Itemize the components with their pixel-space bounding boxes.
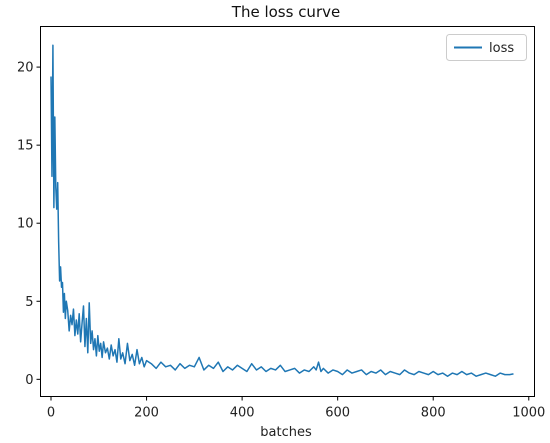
x-tick-label: 200	[134, 406, 159, 421]
y-tick-label: 15	[17, 139, 34, 154]
x-tick-label: 1000	[512, 406, 545, 421]
x-axis-label: batches	[260, 425, 312, 440]
y-axis-ticks: 0 5 10 15 20	[17, 61, 41, 388]
legend-label-loss: loss	[489, 41, 514, 56]
y-tick-label: 20	[17, 61, 34, 76]
plot-frame	[40, 26, 535, 397]
y-tick-label: 0	[25, 373, 33, 388]
y-tick-label: 10	[17, 217, 34, 232]
chart-title: The loss curve	[231, 3, 340, 21]
x-axis-ticks: 0 200 400 600 800 1000	[47, 396, 545, 421]
series-line-loss	[50, 44, 514, 377]
x-tick-label: 400	[230, 406, 255, 421]
x-tick-label: 800	[421, 406, 446, 421]
y-tick-label: 5	[25, 295, 33, 310]
legend-box	[446, 34, 527, 61]
x-tick-label: 600	[325, 406, 350, 421]
plot-area: 0 200 400 600 800 1000 0 5 10 15 20	[17, 26, 545, 421]
series-layer	[50, 44, 514, 377]
x-tick-label: 0	[47, 406, 55, 421]
legend: loss	[446, 34, 527, 61]
